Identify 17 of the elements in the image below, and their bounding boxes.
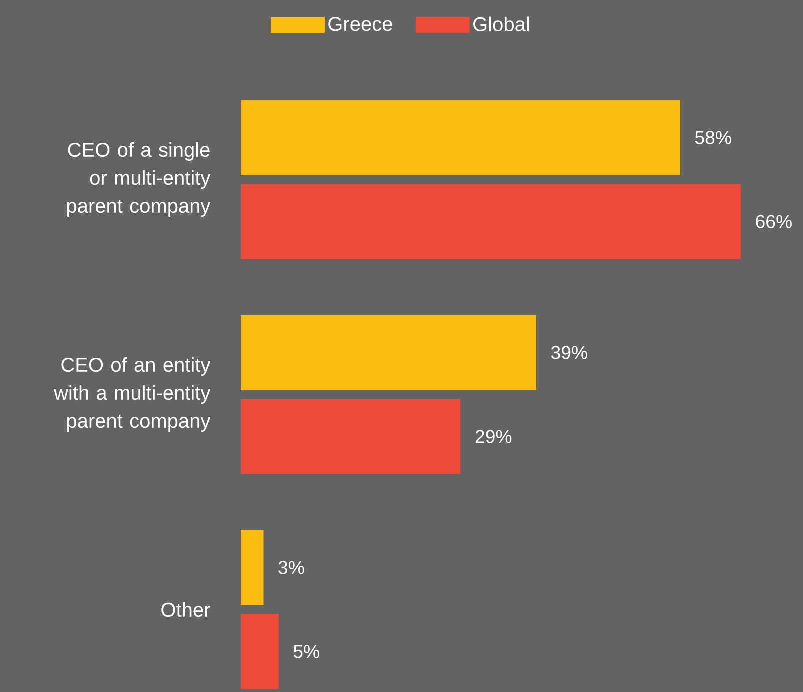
data-label: 58% [695,131,732,144]
bar [241,399,461,474]
y-tick-label: CEO of an entity with a multi-entity parent company [54,357,211,432]
data-label: 29% [476,430,512,444]
data-label: 66% [756,215,792,228]
bar [241,530,264,606]
bar [241,100,680,176]
y-tick-label: Other [162,602,210,618]
bar [241,315,536,390]
data-label: 5% [294,645,320,658]
bar [241,184,741,260]
bar [241,614,279,690]
y-tick-label: CEO of a single or multi-entity parent company [68,142,211,218]
legend-label: Greece [328,17,392,32]
data-label: 39% [551,346,588,360]
legend-label: Global [474,16,530,32]
data-label: 3% [278,561,304,574]
